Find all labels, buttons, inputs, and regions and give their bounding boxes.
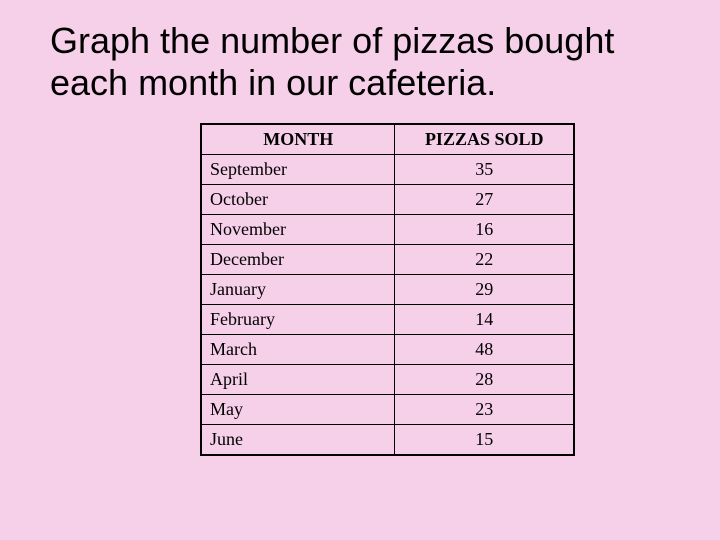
table-row: December 22 bbox=[202, 244, 574, 274]
table-row: June 15 bbox=[202, 424, 574, 454]
col-header-month: MONTH bbox=[202, 124, 395, 154]
cell-value: 15 bbox=[395, 424, 574, 454]
cell-value: 23 bbox=[395, 394, 574, 424]
cell-month: February bbox=[202, 304, 395, 334]
cell-value: 48 bbox=[395, 334, 574, 364]
table-row: January 29 bbox=[202, 274, 574, 304]
pizza-table: MONTH PIZZAS SOLD September 35 October 2… bbox=[201, 124, 574, 455]
cell-month: June bbox=[202, 424, 395, 454]
cell-value: 29 bbox=[395, 274, 574, 304]
table-row: September 35 bbox=[202, 154, 574, 184]
cell-value: 14 bbox=[395, 304, 574, 334]
cell-month: January bbox=[202, 274, 395, 304]
cell-month: September bbox=[202, 154, 395, 184]
cell-month: December bbox=[202, 244, 395, 274]
table-header-row: MONTH PIZZAS SOLD bbox=[202, 124, 574, 154]
table-row: March 48 bbox=[202, 334, 574, 364]
cell-value: 22 bbox=[395, 244, 574, 274]
cell-value: 16 bbox=[395, 214, 574, 244]
table-row: April 28 bbox=[202, 364, 574, 394]
page-title: Graph the number of pizzas bought each m… bbox=[50, 20, 680, 105]
pizza-table-container: MONTH PIZZAS SOLD September 35 October 2… bbox=[200, 123, 575, 456]
cell-month: October bbox=[202, 184, 395, 214]
cell-value: 35 bbox=[395, 154, 574, 184]
table-row: October 27 bbox=[202, 184, 574, 214]
table-row: February 14 bbox=[202, 304, 574, 334]
col-header-pizzas: PIZZAS SOLD bbox=[395, 124, 574, 154]
cell-month: March bbox=[202, 334, 395, 364]
cell-value: 28 bbox=[395, 364, 574, 394]
table-row: November 16 bbox=[202, 214, 574, 244]
cell-month: November bbox=[202, 214, 395, 244]
cell-month: May bbox=[202, 394, 395, 424]
cell-value: 27 bbox=[395, 184, 574, 214]
cell-month: April bbox=[202, 364, 395, 394]
table-row: May 23 bbox=[202, 394, 574, 424]
